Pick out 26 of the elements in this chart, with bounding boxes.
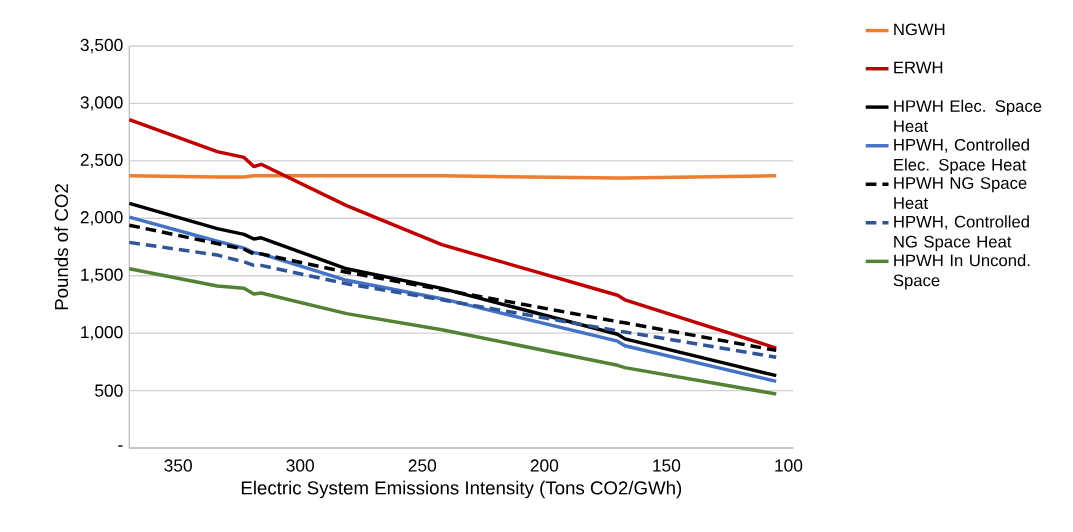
line-series bbox=[127, 117, 778, 350]
x-tick-label: 350 bbox=[164, 459, 192, 472]
legend-label: ERWH bbox=[894, 61, 943, 74]
y-tick-label: 1,000 bbox=[81, 325, 123, 341]
y-tick-label: 500 bbox=[95, 384, 123, 397]
legend-label: HPWH, Controlled Elec. Space Heat bbox=[894, 138, 1029, 174]
x-tick-label: 100 bbox=[775, 459, 803, 472]
y-tick-label: 3,500 bbox=[80, 38, 123, 54]
x-axis-title: Electric System Emissions Intensity (Tons CO2/GWh) bbox=[241, 480, 682, 499]
y-tick-label: 3,000 bbox=[80, 96, 123, 111]
x-tick-label: 200 bbox=[530, 459, 559, 472]
legend-label: HPWH In Uncond. Space bbox=[893, 254, 1030, 290]
y-axis-title: Pounds of CO2 bbox=[54, 184, 69, 310]
y-tick-label: 1,500 bbox=[81, 268, 123, 283]
legend-label: HPWH, Controlled NG Space Heat bbox=[894, 215, 1029, 251]
x-tick-label: 150 bbox=[653, 459, 681, 472]
y-tick-label: 2,500 bbox=[80, 153, 123, 169]
legend-label: HPWH NG Space Heat bbox=[894, 177, 1027, 209]
legend-label: HPWH Elec. Space Heat bbox=[894, 99, 1042, 133]
y-tick-label: - bbox=[118, 445, 123, 447]
x-tick-label: 300 bbox=[286, 459, 314, 472]
legend-label: NGWH bbox=[894, 23, 945, 36]
x-tick-label: 250 bbox=[408, 459, 437, 472]
line-series bbox=[127, 240, 778, 359]
line-series bbox=[127, 267, 778, 396]
y-tick-label: 2,000 bbox=[80, 211, 123, 226]
